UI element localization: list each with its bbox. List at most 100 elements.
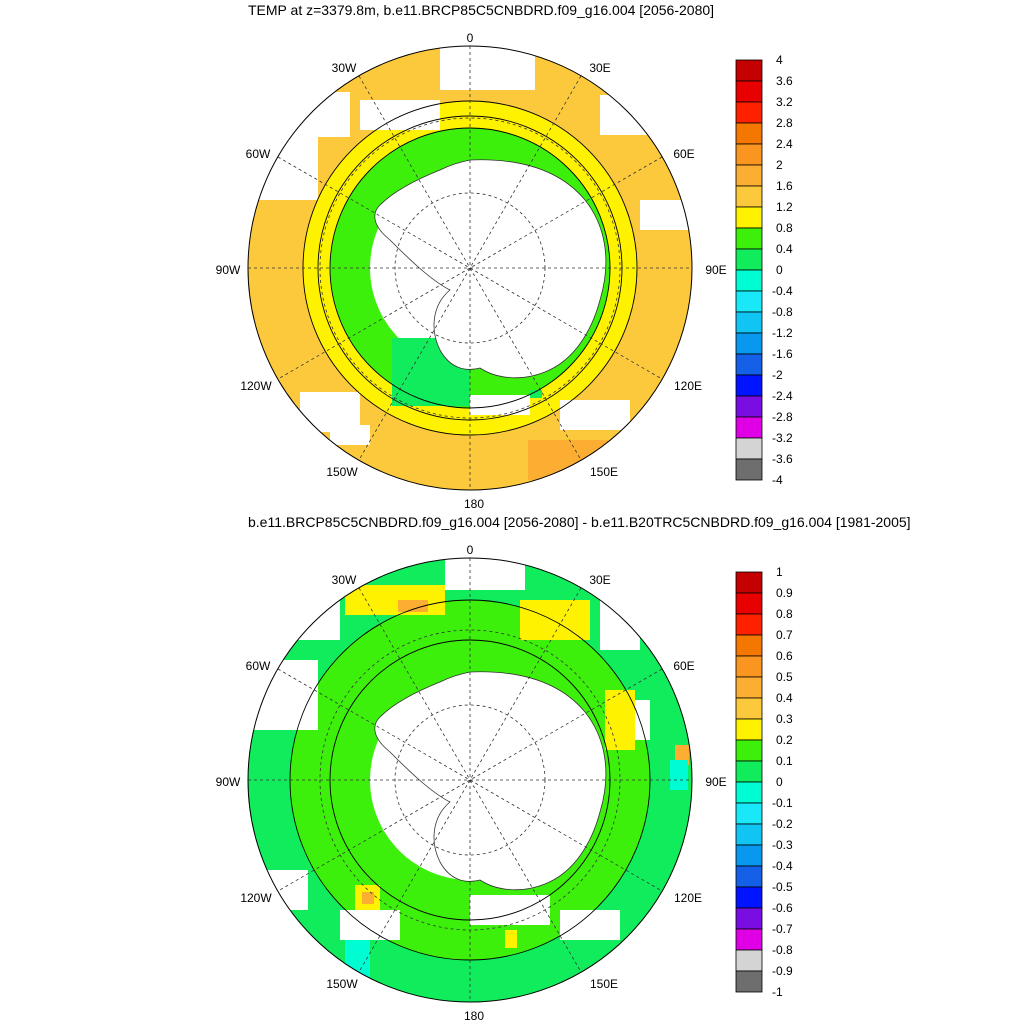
colorbar-tick-label: -0.5 [772,880,793,894]
colorbar-swatch [735,823,763,846]
colorbar-swatch [735,865,763,888]
colorbar-swatch [735,290,763,313]
colorbar-tick-label: 0.7 [776,628,793,642]
colorbar-swatch [735,655,763,678]
longitude-label: 180 [463,497,485,511]
p1-antarctica [374,159,607,379]
colorbar-swatch [735,311,763,334]
longitude-label: 60E [673,147,695,161]
colorbar-swatch [735,760,763,783]
colorbar-tick-label: -2 [772,368,783,382]
longitude-label: 150W [326,465,358,479]
colorbar-tick-label: 0 [776,775,783,789]
colorbar-tick-label: -0.2 [772,817,793,831]
longitude-label: 120E [673,891,703,905]
longitude-label: 30W [331,573,357,587]
colorbar-tick-label: 2.8 [776,116,793,130]
colorbar-tick-label: 0.4 [776,691,793,705]
colorbar-tick-label: -0.6 [772,901,793,915]
colorbar-tick-label: -4 [772,473,783,487]
p2-yellow-patches [345,585,635,948]
colorbar-tick-label: 0.9 [776,586,793,600]
colorbar-swatch [735,227,763,250]
p1-orange-pocket [528,440,608,480]
colorbar-swatch [735,928,763,951]
p2-antarctica [374,671,607,891]
longitude-label: 120W [240,379,272,393]
colorbar-tick-label: 0.3 [776,712,793,726]
colorbar-tick-label: 4 [776,53,783,67]
colorbar-tick-label: 3.6 [776,74,793,88]
colorbar-swatch [735,59,763,82]
colorbar-swatch [735,676,763,699]
colorbar-swatch [735,269,763,292]
colorbar-swatch [735,907,763,930]
colorbar-swatch [735,101,763,124]
colorbar-swatch [735,143,763,166]
longitude-label: 180 [463,1009,485,1023]
colorbar-tick-label: 0 [776,263,783,277]
colorbar-swatch [735,416,763,439]
colorbar-swatch [735,802,763,825]
colorbar-swatch [735,374,763,397]
colorbar-swatch [735,458,763,481]
colorbar-swatch [735,949,763,972]
colorbar-swatch [735,970,763,993]
colorbar-tick-label: -0.3 [772,838,793,852]
colorbar-swatch [735,781,763,804]
colorbar-swatch [735,571,763,594]
longitude-label: 90E [705,775,727,789]
longitude-label: 90W [215,263,241,277]
longitude-label: 150W [326,977,358,991]
longitude-label: 30E [589,573,611,587]
panel-2-map [247,557,693,1003]
longitude-label: 120W [240,891,272,905]
colorbar-tick-label: -1.2 [772,326,793,340]
colorbar-tick-label: 1.2 [776,200,793,214]
colorbar-swatch [735,592,763,615]
panel-1-title: TEMP at z=3379.8m, b.e11.BRCP85C5CNBDRD.… [248,2,715,18]
colorbar-swatch [735,613,763,636]
colorbar-tick-label: -0.1 [772,796,793,810]
colorbar-tick-label: -3.6 [772,452,793,466]
longitude-label: 30E [589,61,611,75]
panel-1-colorbar [735,59,763,481]
colorbar-tick-label: 1.6 [776,179,793,193]
colorbar-swatch [735,437,763,460]
colorbar-swatch [735,80,763,103]
panel-2-title: b.e11.BRCP85C5CNBDRD.f09_g16.004 [2056-2… [248,514,911,530]
longitude-label: 90E [705,263,727,277]
colorbar-swatch [735,697,763,720]
longitude-label: 90W [215,775,241,789]
colorbar-swatch [735,248,763,271]
colorbar-tick-label: -0.9 [772,964,793,978]
colorbar-tick-label: -0.4 [772,284,793,298]
colorbar-swatch [735,164,763,187]
colorbar-tick-label: 3.2 [776,95,793,109]
colorbar-swatch [735,634,763,657]
colorbar-swatch [735,332,763,355]
colorbar-tick-label: 1 [776,565,783,579]
longitude-label: 150E [589,465,619,479]
longitude-label: 60E [673,659,695,673]
colorbar-swatch [735,718,763,741]
longitude-label: 60W [245,147,271,161]
longitude-label: 150E [589,977,619,991]
longitude-label: 0 [466,31,474,45]
colorbar-tick-label: 0.8 [776,221,793,235]
colorbar-tick-label: -0.8 [772,943,793,957]
colorbar-tick-label: 2 [776,158,783,172]
colorbar-tick-label: -0.8 [772,305,793,319]
colorbar-tick-label: -0.7 [772,922,793,936]
colorbar-tick-label: 0.8 [776,607,793,621]
panel-2-colorbar [735,571,763,993]
colorbar-tick-label: 0.1 [776,754,793,768]
colorbar-swatch [735,206,763,229]
colorbar-swatch [735,353,763,376]
colorbar-tick-label: -1 [772,985,783,999]
longitude-label: 60W [245,659,271,673]
colorbar-swatch [735,185,763,208]
colorbar-tick-label: -2.4 [772,389,793,403]
colorbar-swatch [735,844,763,867]
